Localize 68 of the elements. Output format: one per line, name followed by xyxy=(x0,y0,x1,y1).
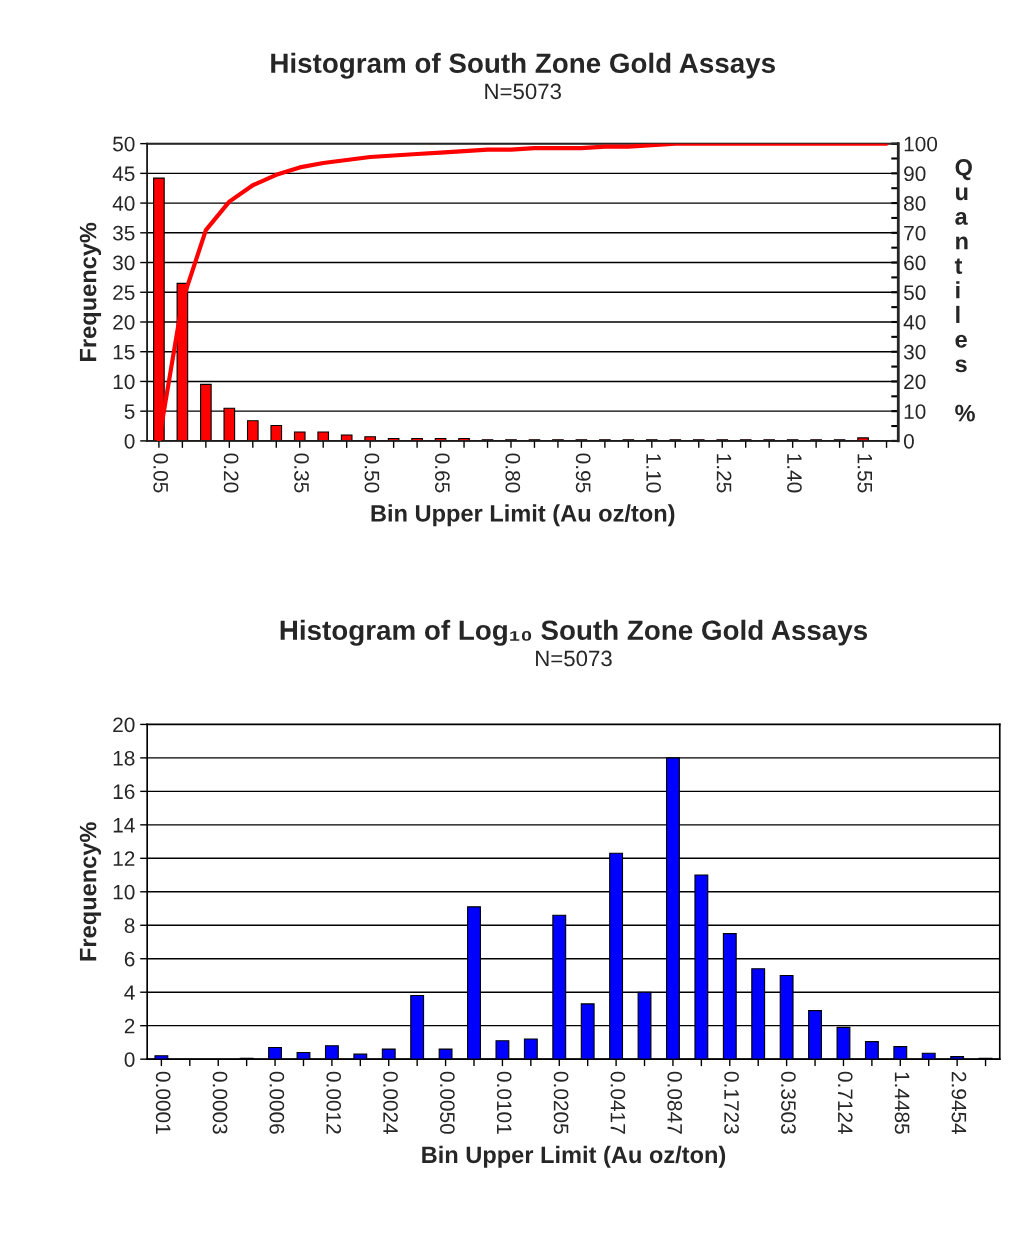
y-tick-label: 20 xyxy=(113,314,135,330)
y2-tick-label: 30 xyxy=(903,344,926,360)
x-tick-label: 0.0101 xyxy=(496,1071,512,1134)
x-tick-label: 0.95 xyxy=(575,453,591,493)
y-tick-label: 0 xyxy=(124,1052,135,1067)
x-tick-label: 0.0417 xyxy=(610,1071,626,1134)
chart-subtitle: N=5073 xyxy=(485,83,561,100)
y-tick-label: 50 xyxy=(113,136,135,152)
x-tick-label: 0.20 xyxy=(223,453,239,493)
x-tick-label: 0.0001 xyxy=(155,1071,171,1134)
y2-tick-label: 80 xyxy=(904,196,926,211)
x-tick-label: 1.4485 xyxy=(894,1072,910,1134)
y-tick-label: 4 xyxy=(124,985,135,1000)
y-tick-label: 30 xyxy=(112,255,135,271)
y-tick-label: 45 xyxy=(112,166,135,182)
y2-tick-label: 50 xyxy=(903,285,926,301)
y2-tick-label: 40 xyxy=(903,314,926,330)
y2-tick-label: 10 xyxy=(904,404,926,419)
x-tick-label: 1.55 xyxy=(857,454,873,493)
y2-tick-label: 0 xyxy=(903,433,914,449)
y-tick-label: 10 xyxy=(113,374,135,390)
x-tick-label: 0.0205 xyxy=(553,1071,569,1134)
x-tick-label: 1.10 xyxy=(646,454,661,493)
x-tick-label: 2.9454 xyxy=(951,1072,967,1135)
y-tick-label: 20 xyxy=(113,717,135,733)
y-tick-label: 2 xyxy=(124,1018,135,1034)
x-axis-title: Bin Upper Limit (Au oz/ton) xyxy=(422,1145,726,1168)
y-axis-title: Frequency% xyxy=(79,822,102,961)
y-tick-label: 8 xyxy=(124,918,135,934)
y2-tick-label: 70 xyxy=(904,225,926,241)
x-tick-label: 0.0003 xyxy=(212,1071,228,1134)
y-tick-label: 35 xyxy=(112,225,135,241)
y2-tick-label: 20 xyxy=(904,374,926,390)
x-tick-label: 0.0050 xyxy=(439,1071,455,1134)
y-tick-label: 40 xyxy=(112,196,135,211)
chart-subtitle: N=5073 xyxy=(536,650,612,667)
y-tick-label: 16 xyxy=(113,784,135,800)
y-tick-label: 18 xyxy=(113,750,135,766)
x-tick-label: 0.65 xyxy=(434,453,450,493)
x-tick-label: 0.3503 xyxy=(781,1071,796,1134)
x-tick-label: 0.05 xyxy=(153,453,169,493)
x-tick-label: 0.0847 xyxy=(667,1071,683,1134)
x-axis-title: Bin Upper Limit (Au oz/ton) xyxy=(371,504,675,527)
y-tick-label: 25 xyxy=(113,285,135,301)
y-tick-label: 0 xyxy=(124,433,135,449)
x-tick-label: 0.0006 xyxy=(269,1071,285,1134)
y-tick-label: 10 xyxy=(113,884,135,900)
x-tick-label: 0.1723 xyxy=(724,1071,739,1134)
x-tick-label: 0.35 xyxy=(294,453,309,493)
x-tick-label: 0.80 xyxy=(505,453,521,493)
x-tick-label: 0.50 xyxy=(364,453,380,493)
x-tick-label: 0.7124 xyxy=(837,1071,853,1135)
x-tick-label: 1.40 xyxy=(787,454,802,493)
y2-tick-label: 100 xyxy=(904,136,938,152)
y-tick-label: 14 xyxy=(113,818,135,833)
y-tick-label: 5 xyxy=(124,404,135,419)
y-axis-title: Frequency% xyxy=(79,222,102,361)
y-tick-label: 15 xyxy=(113,344,135,360)
x-tick-label: 1.25 xyxy=(716,454,732,493)
y-tick-label: 12 xyxy=(113,851,135,866)
text: Quantiles % xyxy=(954,159,975,422)
chart-title: Histogram of Log₁₀ South Zone Gold Assays xyxy=(280,619,868,646)
x-tick-label: 0.0012 xyxy=(326,1071,342,1134)
y2-tick-label: 90 xyxy=(904,166,926,182)
x-tick-label: 0.0024 xyxy=(383,1071,398,1135)
y-tick-label: 6 xyxy=(124,951,135,967)
chart-title: Histogram of South Zone Gold Assays xyxy=(271,52,775,79)
y2-tick-label: 60 xyxy=(904,255,926,271)
